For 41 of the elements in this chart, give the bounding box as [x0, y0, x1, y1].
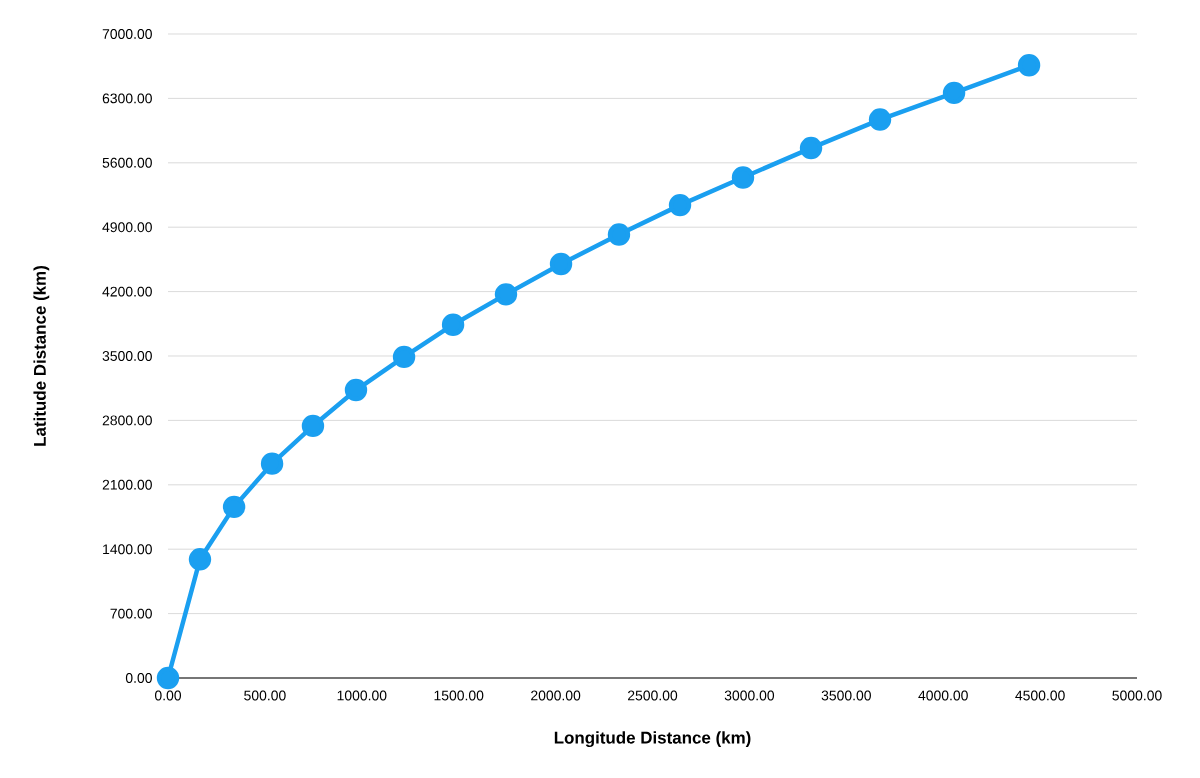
- y-tick-label: 4200.00: [102, 286, 152, 297]
- point: [868, 108, 892, 131]
- x-tick-label: 4000.00: [918, 690, 968, 701]
- point: [731, 166, 755, 189]
- y-tick-label: 0.00: [125, 673, 152, 683]
- y-tick-label: 3500.00: [102, 351, 152, 361]
- y-tick-label: 4900.00: [102, 222, 152, 233]
- y-tick-label: 1400.00: [103, 544, 152, 555]
- x-tick-label: 500.00: [244, 690, 286, 701]
- x-tick-label: 2000.00: [531, 690, 581, 701]
- point: [494, 283, 518, 306]
- y-tick-label: 5600.00: [102, 157, 152, 168]
- point: [260, 452, 284, 475]
- x-tick-label: 2500.00: [628, 690, 678, 701]
- x-tick-label: 5000.00: [1112, 690, 1162, 701]
- point: [668, 193, 692, 217]
- x-tick-label: 1500.00: [434, 690, 484, 701]
- point: [799, 136, 823, 160]
- point: [392, 345, 416, 369]
- y-tick-label: 6300.00: [102, 93, 152, 104]
- y-tick-label: 700.00: [110, 608, 152, 619]
- x-tick-label: 4500.00: [1015, 690, 1065, 701]
- y-tick-label: 2800.00: [102, 415, 152, 426]
- y-tick-label: 7000.00: [102, 29, 152, 39]
- point: [156, 666, 180, 690]
- point: [607, 223, 631, 246]
- point: [549, 252, 573, 276]
- y-axis-title: Latitude Distance (km): [33, 266, 50, 446]
- point: [188, 548, 212, 571]
- x-tick-label: 0.00: [154, 690, 182, 701]
- point: [441, 313, 465, 336]
- point: [1017, 54, 1041, 77]
- x-tick-label: 3000.00: [724, 690, 775, 701]
- point: [942, 81, 966, 105]
- x-tick-label: 3500.00: [821, 690, 871, 701]
- point: [344, 378, 368, 402]
- x-axis-title: Longitude Distance (km): [554, 731, 751, 748]
- point: [222, 495, 246, 519]
- x-tick-label: 1000.00: [337, 690, 387, 701]
- y-tick-label: 2100.00: [102, 479, 152, 490]
- point: [301, 414, 325, 438]
